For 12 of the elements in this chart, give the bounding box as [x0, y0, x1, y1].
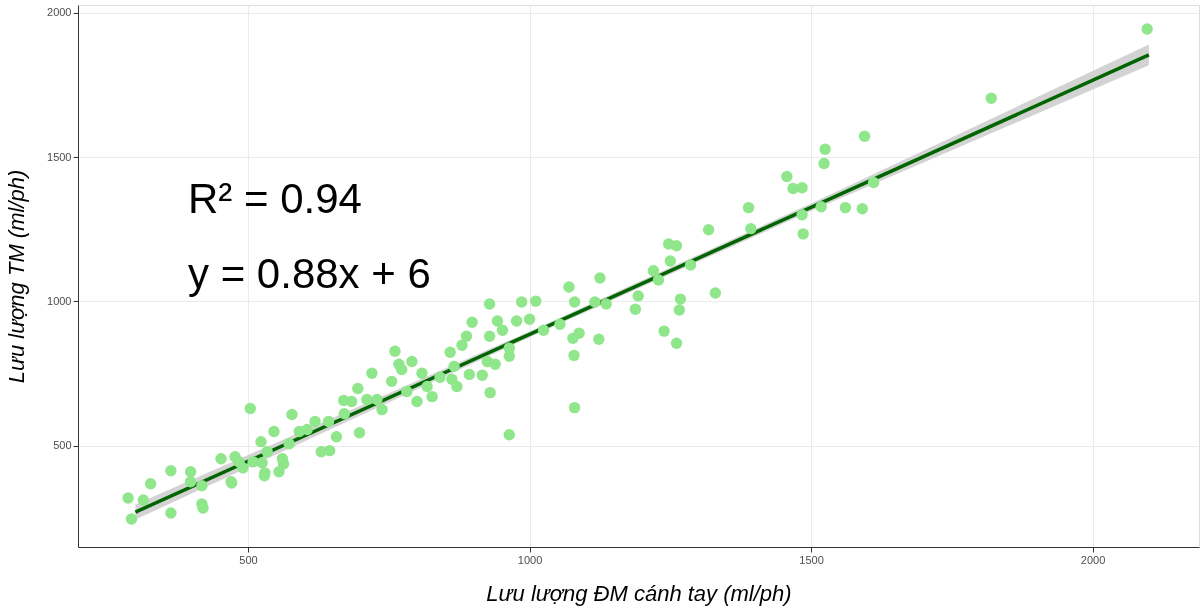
y-tick-label: 1000	[47, 294, 72, 307]
y-tick-label: 500	[53, 439, 72, 452]
x-axis-title: Lưu lượng ĐM cánh tay (ml/ph)	[486, 580, 792, 606]
y-axis-title: Lưu lượng TM (ml/ph)	[4, 169, 30, 384]
y-tick-label: 1500	[47, 150, 72, 163]
annotation: y = 0.88x + 6	[188, 250, 431, 297]
x-tick-label: 500	[239, 553, 258, 566]
x-tick-label: 1500	[799, 553, 824, 566]
y-tick-label: 2000	[47, 6, 72, 19]
x-tick-label: 2000	[1080, 553, 1106, 566]
x-tick-label: 1000	[517, 553, 543, 566]
annotation: R² = 0.94	[188, 175, 362, 222]
